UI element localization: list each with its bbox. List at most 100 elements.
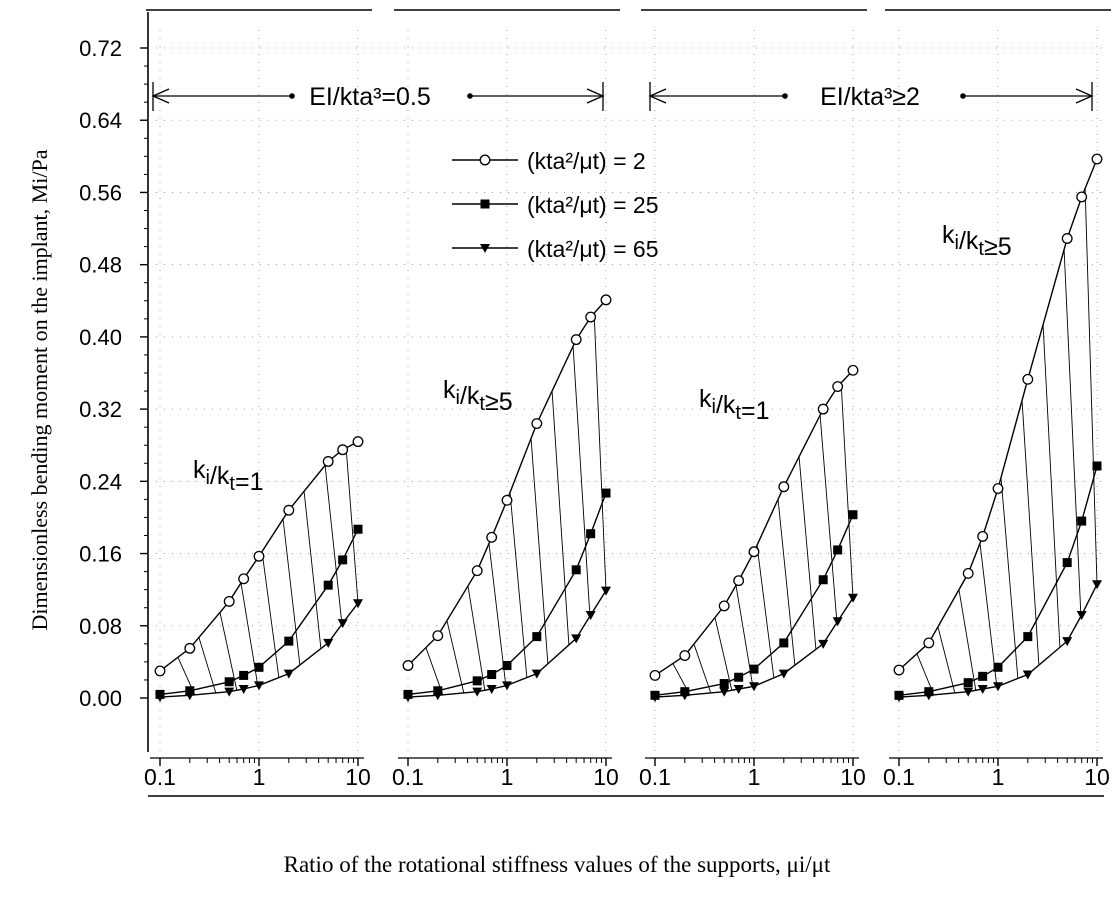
- hatch-line-1-6: [551, 390, 570, 645]
- data-point-0-2-8: [353, 599, 363, 609]
- hatch-line-1-2: [467, 585, 486, 691]
- panel-label-part: /k: [959, 227, 979, 255]
- data-point-2-1-2: [719, 679, 729, 689]
- hatch-line-2-1: [693, 643, 712, 694]
- data-point-1-1-7: [586, 529, 596, 539]
- data-point-0-2-1: [184, 691, 195, 701]
- data-point-3-0-2: [962, 567, 974, 579]
- hatch-line-2-5: [777, 499, 796, 666]
- panel-label-part: i: [955, 232, 959, 254]
- hatch-line-3-8: [1084, 188, 1098, 585]
- data-point-0-1-6: [323, 580, 333, 590]
- data-point-3-0-7: [1076, 191, 1088, 203]
- data-point-3-0-6: [1061, 233, 1073, 244]
- hatch-line-1-5: [530, 438, 549, 664]
- data-point-2-2-4: [749, 682, 759, 692]
- data-point-1-1-3: [487, 670, 497, 680]
- data-point-3-0-3: [977, 530, 989, 542]
- panel-label-part: i: [206, 467, 210, 489]
- data-point-3-1-2: [963, 678, 973, 688]
- data-point-1-2-3: [486, 684, 497, 694]
- panel-label-part: /k: [460, 382, 480, 410]
- data-point-1-1-8: [601, 488, 611, 498]
- data-point-0-0-5: [283, 504, 295, 516]
- panel-label-part: t: [229, 473, 235, 495]
- data-point-0-2-6: [323, 638, 334, 648]
- data-point-1-1-2: [472, 676, 482, 686]
- data-point-3-1-6: [1062, 558, 1072, 568]
- legend-label-0: (kta²/μt) = 2: [527, 148, 646, 174]
- panel-label-part: t: [978, 238, 984, 260]
- data-point-2-2-2: [719, 687, 730, 697]
- x-axis-label: Ratio of the rotational stiffness values…: [283, 852, 831, 877]
- hatch-line-3-2: [958, 589, 977, 691]
- group1-right-arrowhead: [586, 88, 605, 104]
- group1-left-dot: [289, 93, 295, 99]
- panel-label-1: ki/kt≥5: [443, 376, 513, 416]
- data-point-1-0-2: [471, 565, 483, 577]
- y-tick-label-6: 0.48: [79, 253, 122, 278]
- data-point-1-1-6: [571, 565, 581, 575]
- data-point-3-0-8: [1091, 153, 1103, 165]
- data-point-1-0-8: [600, 294, 612, 306]
- legend-marker-0: [479, 154, 491, 166]
- data-point-0-1-1: [185, 686, 195, 696]
- panel-label-0: ki/kt=1: [193, 456, 263, 496]
- data-point-0-2-5: [283, 669, 294, 679]
- panel-label-part: =1: [235, 468, 264, 496]
- hatch-line-2-4: [756, 545, 775, 678]
- y-axis-label-text: Dimensionless bending moment on the impl…: [27, 149, 52, 631]
- panel-label-part: t: [735, 402, 741, 424]
- hatch-line-1-7: [572, 346, 591, 617]
- data-point-1-1-4: [502, 661, 512, 670]
- data-point-1-0-1: [432, 630, 444, 642]
- data-point-1-2-0: [403, 693, 413, 703]
- data-point-2-2-5: [778, 669, 789, 679]
- group1-left-arrowhead: [151, 88, 170, 104]
- data-point-0-0-0: [154, 665, 166, 677]
- data-point-0-0-4: [253, 550, 265, 562]
- data-point-2-1-7: [833, 545, 843, 555]
- x-tick-label-2-1: 1: [748, 764, 761, 790]
- data-point-1-2-4: [502, 681, 512, 691]
- x-tick-label-3-2: 10: [1084, 764, 1110, 790]
- y-tick-label-0: 0.00: [79, 686, 122, 711]
- x-tick-label-3-0: 0.1: [883, 764, 915, 790]
- data-point-3-1-4: [993, 662, 1003, 672]
- data-point-1-1-5: [532, 632, 542, 642]
- panel-label-part: k: [193, 456, 206, 484]
- y-tick-label-5: 0.40: [79, 325, 122, 350]
- data-point-2-0-4: [748, 546, 760, 558]
- x-tick-label-2-2: 10: [840, 764, 866, 790]
- data-point-2-0-6: [817, 403, 829, 415]
- data-point-2-0-0: [649, 669, 661, 681]
- data-point-2-2-6: [818, 639, 829, 649]
- data-point-3-1-5: [1023, 632, 1033, 642]
- hatch-line-2-6: [798, 456, 817, 650]
- group1-label: EI/kta³=0.5: [309, 83, 431, 111]
- group2-left-dot: [782, 93, 788, 99]
- data-point-1-0-3: [486, 531, 498, 543]
- data-point-0-1-2: [224, 677, 234, 687]
- data-point-1-2-1: [432, 691, 443, 701]
- y-tick-label-3: 0.24: [79, 469, 122, 494]
- panel-label-part: =1: [741, 397, 770, 425]
- data-point-1-2-8: [601, 586, 611, 596]
- data-point-0-1-5: [284, 636, 294, 646]
- data-point-2-0-1: [679, 650, 691, 662]
- data-point-1-0-0: [402, 660, 414, 671]
- data-point-0-0-2: [223, 595, 235, 607]
- x-tick-label-1-1: 1: [501, 764, 514, 790]
- hatch-line-1-4: [509, 492, 528, 678]
- data-point-1-0-4: [501, 494, 513, 506]
- data-point-2-1-6: [818, 575, 828, 585]
- data-point-2-2-3: [733, 684, 744, 694]
- hatch-line-3-4: [1000, 477, 1019, 679]
- x-tick-label-0-2: 10: [345, 764, 371, 790]
- hatch-line-3-6: [1042, 324, 1061, 648]
- data-point-2-0-2: [718, 600, 730, 612]
- panel-label-part: /k: [716, 391, 736, 419]
- hatch-line-2-7: [819, 415, 838, 623]
- data-point-3-2-4: [993, 682, 1003, 692]
